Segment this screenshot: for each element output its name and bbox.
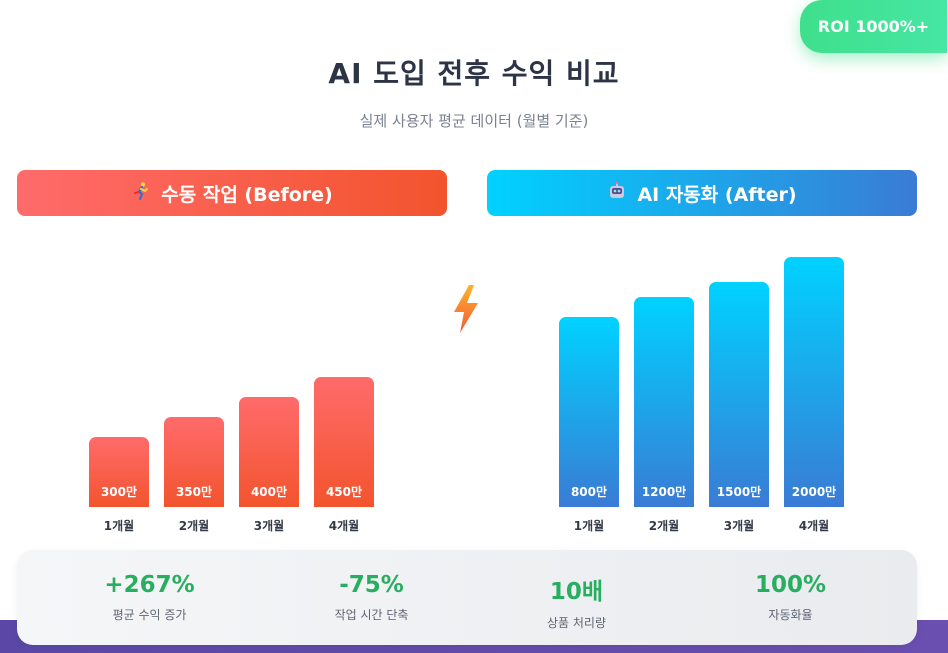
before-panel-title: 수동 작업 (Before)	[161, 183, 333, 206]
stats-panel: +267% 평균 수익 증가 -75% 작업 시간 단축 10배 상품 처리량 …	[17, 550, 917, 645]
before-bar	[164, 417, 224, 507]
before-panel-header: 수동 작업 (Before)	[17, 170, 447, 216]
after-panel-title: AI 자동화 (After)	[637, 183, 797, 206]
before-bar-value-label: 400만	[250, 485, 288, 499]
after-panel-header: AI 자동화 (After)	[487, 170, 917, 216]
after-x-tick-label: 4개월	[798, 519, 830, 533]
before-bar-value-label: 350만	[175, 485, 213, 499]
stat-revenue-increase: +267% 평균 수익 증가	[37, 550, 262, 623]
lightning-icon	[452, 285, 480, 337]
before-bar-value-label: 300만	[100, 485, 138, 499]
after-bar	[634, 297, 694, 507]
before-x-tick-label: 4개월	[328, 519, 360, 533]
comparison-card: ROI 1000%+ AI 도입 전후 수익 비교 실제 사용자 평균 데이터 …	[17, 0, 947, 645]
after-bar-value-label: 1200만	[641, 485, 687, 499]
stat-label: 상품 처리량	[546, 616, 606, 630]
stat-label: 평균 수익 증가	[112, 608, 187, 622]
stat-label: 자동화율	[768, 608, 813, 622]
person-running-icon	[131, 181, 151, 206]
before-bar	[314, 377, 374, 507]
stat-value: +267%	[104, 572, 195, 598]
after-bar-value-label: 1500만	[716, 485, 762, 499]
before-x-tick-label: 2개월	[178, 519, 210, 533]
stat-time-reduction: -75% 작업 시간 단축	[259, 550, 484, 623]
before-x-tick-label: 3개월	[253, 519, 285, 533]
before-bar	[89, 437, 149, 507]
after-bar	[709, 282, 769, 507]
chart-subtitle: 실제 사용자 평균 데이터 (월별 기준)	[359, 112, 589, 130]
roi-badge: ROI 1000%+	[800, 0, 947, 53]
robot-icon	[607, 181, 627, 206]
after-bar	[784, 257, 844, 507]
stat-value: -75%	[339, 572, 404, 598]
after-bar-value-label: 800만	[570, 485, 608, 499]
stat-value: 100%	[754, 572, 827, 598]
after-bar	[559, 317, 619, 507]
after-x-tick-label: 3개월	[723, 519, 755, 533]
stat-value: 10배	[549, 579, 604, 605]
after-x-tick-label: 1개월	[573, 519, 605, 533]
stat-label: 작업 시간 단축	[334, 608, 409, 622]
after-x-tick-label: 2개월	[648, 519, 680, 533]
chart-title: AI 도입 전후 수익 비교	[328, 57, 620, 90]
stat-automation-rate: 100% 자동화율	[678, 550, 903, 623]
before-x-tick-label: 1개월	[103, 519, 135, 533]
before-bar	[239, 397, 299, 507]
stat-throughput: 10배 상품 처리량	[464, 550, 689, 631]
before-bar-value-label: 450만	[325, 485, 363, 499]
after-bar-value-label: 2000만	[791, 485, 837, 499]
